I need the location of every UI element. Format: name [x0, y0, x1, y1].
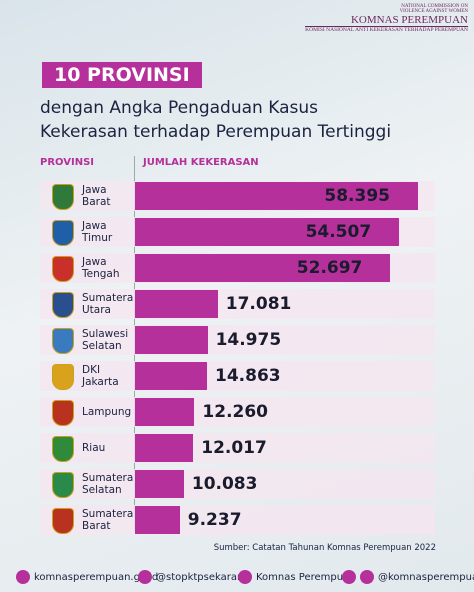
- value-label: 52.697: [296, 258, 363, 278]
- province-icon: [52, 220, 74, 246]
- source: Sumber: Catatan Tahunan Komnas Perempuan…: [213, 543, 436, 553]
- category-label: Jawa Timur: [82, 220, 113, 244]
- logo-subtitle: KOMISI NASIONAL ANTI KEKERASAN TERHADAP …: [305, 27, 468, 33]
- row-background: [40, 469, 435, 499]
- subtitle-line: Kekerasan terhadap Perempuan Tertinggi: [40, 122, 392, 142]
- value-label: 12.017: [201, 438, 267, 458]
- value-label: 54.507: [305, 222, 372, 242]
- row-background: [40, 505, 435, 535]
- row-background: [40, 397, 435, 427]
- instagram: @stopktpsekarang: [156, 571, 250, 583]
- youtube: Komnas Perempuan: [256, 571, 356, 583]
- logo-line: NATIONAL COMMISSION ON: [401, 4, 468, 9]
- category-header: PROVINSI: [40, 157, 95, 168]
- row-background: [40, 289, 435, 319]
- row-background: [40, 433, 435, 463]
- icon: [360, 570, 374, 584]
- icon: [16, 570, 30, 584]
- bar: [135, 326, 208, 354]
- bar: [135, 254, 391, 282]
- category-label: Riau: [82, 442, 106, 454]
- category-label: Sulawesi Selatan: [82, 328, 129, 352]
- logo-line: VIOLENCE AGAINST WOMEN: [399, 9, 468, 14]
- value-label: 12.260: [202, 402, 269, 422]
- province-icon: [52, 256, 74, 282]
- subtitle-line: dengan Angka Pengaduan Kasus: [40, 98, 318, 118]
- logo-name: KOMNAS PEREMPUAN: [305, 14, 468, 27]
- bar: [135, 506, 180, 534]
- bar: [135, 434, 194, 462]
- website: komnasperempuan.go.id: [34, 571, 159, 583]
- social: @komnasperempuan: [378, 571, 474, 583]
- category-label: Jawa Barat: [82, 184, 111, 208]
- icon: [342, 570, 356, 584]
- footer-item: komnasperempuan.go.id: [16, 570, 158, 584]
- bar: [135, 218, 400, 246]
- value-header: JUMLAH KEKERASAN: [143, 157, 259, 168]
- value-label: 14.975: [215, 330, 282, 350]
- category-label: Jawa Tengah: [82, 256, 120, 280]
- province-icon: [52, 508, 74, 534]
- province-icon: [52, 436, 74, 462]
- bar: [135, 362, 208, 390]
- category-label: Sumatera Utara: [82, 292, 134, 316]
- category-label: Sumatera Selatan: [82, 472, 134, 496]
- category-label: DKI Jakarta: [82, 364, 119, 388]
- value-label: 10.083: [191, 474, 258, 494]
- province-icon: [52, 364, 74, 390]
- row-background: [40, 361, 435, 391]
- footer-item: @komnasperempuan: [342, 570, 474, 584]
- province-icon: [52, 400, 74, 426]
- bar: [135, 398, 195, 426]
- category-label: Lampung: [82, 406, 132, 418]
- value-label: 58.395: [324, 186, 390, 206]
- subtitle: dengan Angka Pengaduan Kasus Kekerasan t…: [40, 96, 391, 144]
- icon: [238, 570, 252, 584]
- bar: [135, 182, 418, 210]
- bar: [135, 290, 218, 318]
- bar: [135, 470, 184, 498]
- logo: NATIONAL COMMISSION ON VIOLENCE AGAINST …: [305, 4, 468, 33]
- footer-item: @stopktpsekarang: [138, 570, 250, 584]
- value-label: 17.081: [225, 294, 292, 314]
- row-background: [40, 325, 435, 355]
- category-label: Sumatera Barat: [82, 508, 134, 532]
- value-label: 14.863: [215, 366, 281, 386]
- title: 10 PROVINSI: [42, 62, 202, 88]
- province-icon: [52, 292, 74, 318]
- province-icon: [52, 184, 74, 210]
- icon: [138, 570, 152, 584]
- province-icon: [52, 328, 74, 354]
- footer-item: Komnas Perempuan: [238, 570, 356, 584]
- province-icon: [52, 472, 74, 498]
- value-label: 9.237: [187, 510, 242, 530]
